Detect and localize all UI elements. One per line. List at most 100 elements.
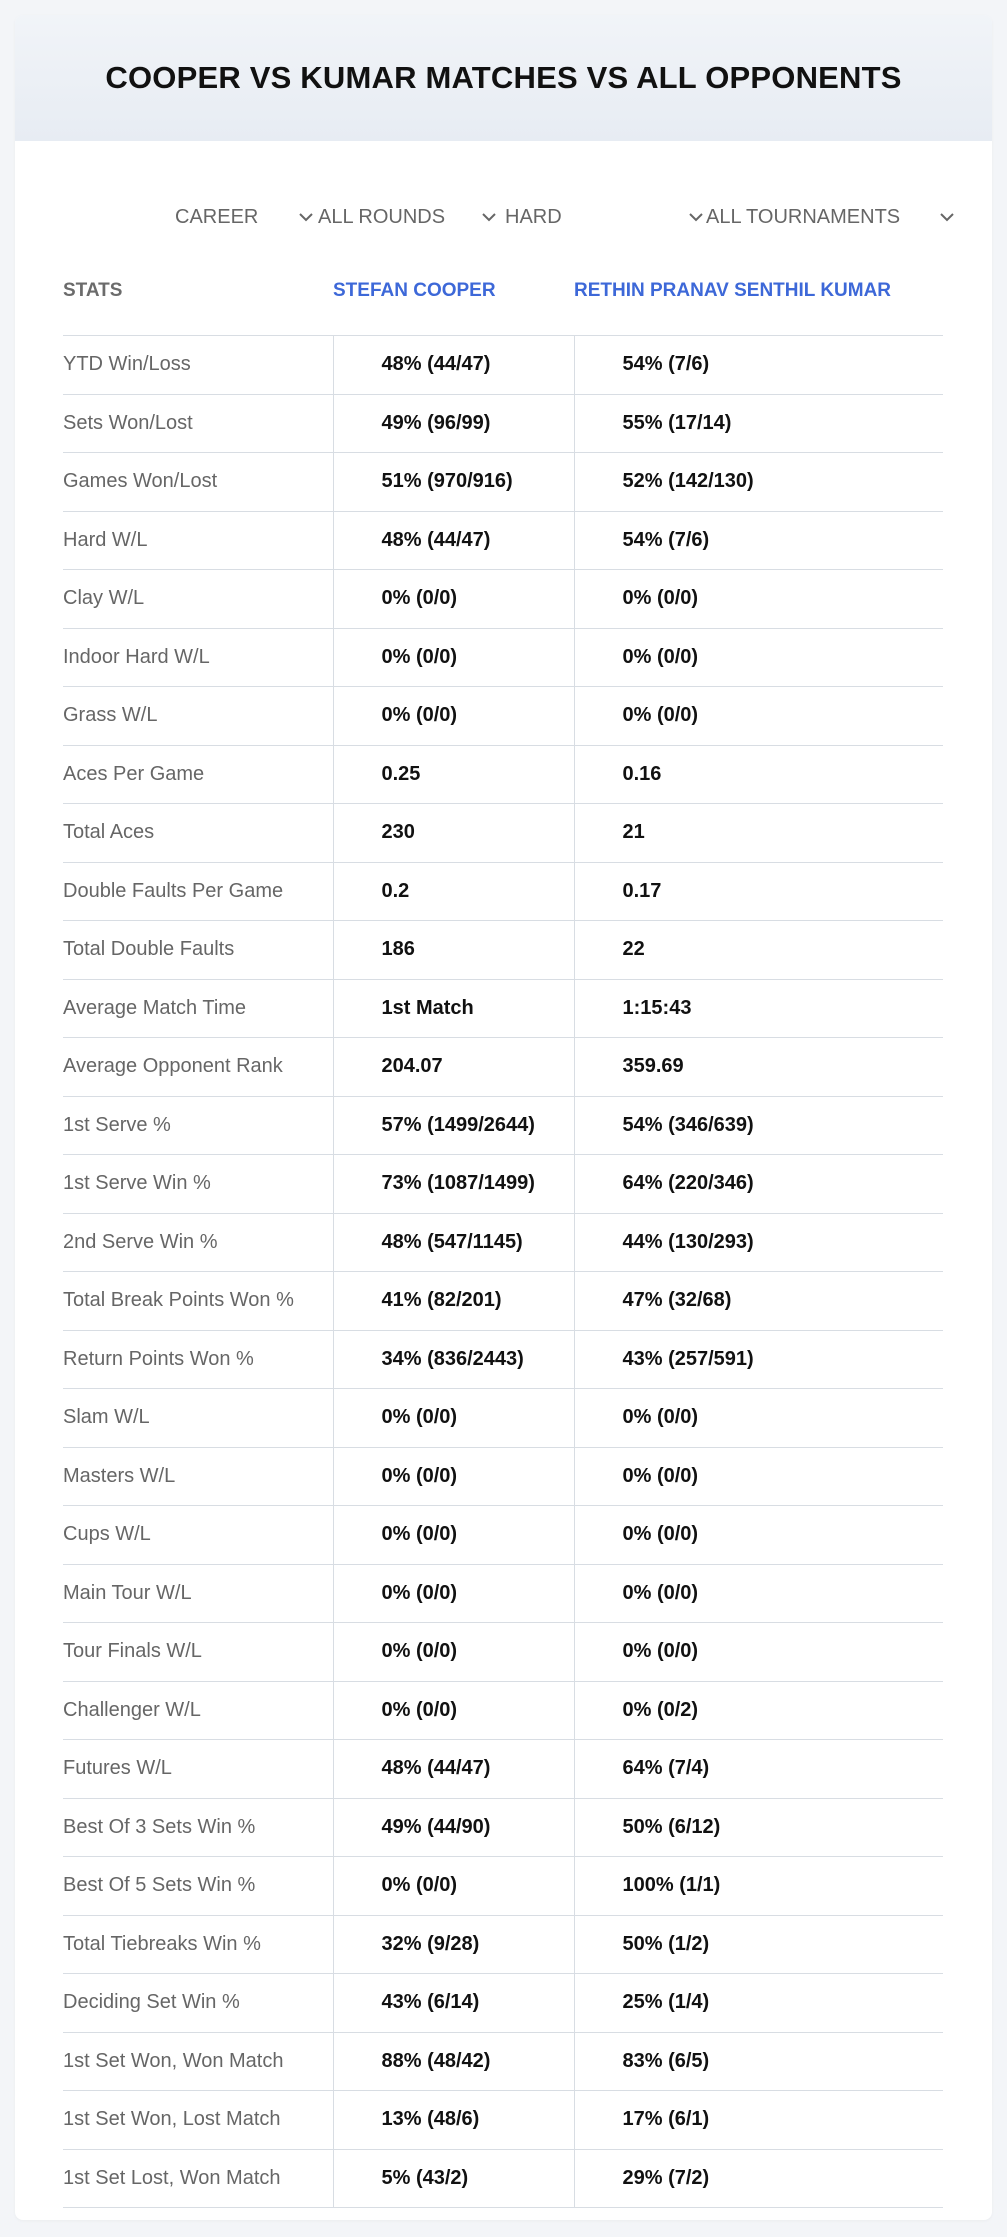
player1-value: 48% (44/47): [332, 511, 574, 570]
player1-value: 48% (547/1145): [332, 1213, 574, 1272]
stat-label: YTD Win/Loss: [63, 335, 333, 395]
chevron-down-icon: [940, 213, 954, 222]
player2-value: 21: [573, 803, 943, 863]
player1-value: 32% (9/28): [332, 1915, 574, 1974]
stat-label: Futures W/L: [63, 1739, 333, 1799]
stat-label: Indoor Hard W/L: [63, 628, 333, 687]
stat-label: Sets Won/Lost: [63, 394, 333, 453]
player2-value: 0.17: [573, 862, 943, 921]
period-select[interactable]: CAREER: [175, 202, 315, 232]
player2-value: 52% (142/130): [573, 452, 943, 512]
player1-value: 13% (48/6): [332, 2090, 574, 2150]
stat-label: Masters W/L: [63, 1447, 333, 1506]
player1-value: 1st Match: [332, 979, 574, 1038]
player2-value: 0% (0/0): [573, 1622, 943, 1682]
stats-card: COOPER VS KUMAR MATCHES VS ALL OPPONENTS…: [15, 15, 992, 2220]
player1-value: 0% (0/0): [332, 569, 574, 629]
stat-label: Best Of 5 Sets Win %: [63, 1856, 333, 1916]
player2-value: 22: [573, 920, 943, 980]
player2-value: 0% (0/0): [573, 628, 943, 687]
player2-value: 83% (6/5): [573, 2032, 943, 2091]
table-row: Average Opponent Rank 204.07 359.69: [63, 1037, 943, 1097]
player1-value: 49% (44/90): [332, 1798, 574, 1857]
table-row: Tour Finals W/L 0% (0/0) 0% (0/0): [63, 1622, 943, 1682]
stat-label: Aces Per Game: [63, 745, 333, 804]
player2-value: 0% (0/0): [573, 1447, 943, 1506]
player2-value: 0.16: [573, 745, 943, 804]
table-row: 1st Serve % 57% (1499/2644) 54% (346/639): [63, 1096, 943, 1155]
tournaments-select-label: ALL TOURNAMENTS: [706, 205, 901, 228]
player2-value: 0% (0/2): [573, 1681, 943, 1740]
player1-value: 0% (0/0): [332, 1622, 574, 1682]
player1-value: 88% (48/42): [332, 2032, 574, 2091]
surface-select[interactable]: HARD: [505, 202, 705, 232]
table-row: YTD Win/Loss 48% (44/47) 54% (7/6): [63, 335, 943, 395]
player2-value: 0% (0/0): [573, 1505, 943, 1565]
table-row: Challenger W/L 0% (0/0) 0% (0/2): [63, 1681, 943, 1740]
table-row: Futures W/L 48% (44/47) 64% (7/4): [63, 1739, 943, 1799]
table-row: Clay W/L 0% (0/0) 0% (0/0): [63, 569, 943, 629]
player1-column-header[interactable]: STEFAN COOPER: [333, 255, 574, 336]
stat-label: Average Match Time: [63, 979, 333, 1038]
player1-value: 43% (6/14): [332, 1973, 574, 2033]
stat-label: Double Faults Per Game: [63, 862, 333, 921]
chevron-down-icon: [689, 213, 703, 222]
player2-value: 0% (0/0): [573, 686, 943, 746]
period-select-label: CAREER: [175, 205, 259, 228]
table-row: Aces Per Game 0.25 0.16: [63, 745, 943, 804]
table-row: Average Match Time 1st Match 1:15:43: [63, 979, 943, 1038]
stats-table: STATS STEFAN COOPER RETHIN PRANAV SENTHI…: [63, 255, 943, 2208]
player1-value: 0% (0/0): [332, 1564, 574, 1623]
page-title: COOPER VS KUMAR MATCHES VS ALL OPPONENTS: [105, 60, 902, 95]
player1-value: 51% (970/916): [332, 452, 574, 512]
stat-label: 1st Serve %: [63, 1096, 333, 1155]
player2-value: 64% (220/346): [573, 1154, 943, 1214]
table-row: Sets Won/Lost 49% (96/99) 55% (17/14): [63, 394, 943, 453]
rounds-select[interactable]: ALL ROUNDS: [318, 202, 498, 232]
player2-value: 54% (346/639): [573, 1096, 943, 1155]
player2-value: 0% (0/0): [573, 1564, 943, 1623]
player2-value: 29% (7/2): [573, 2149, 943, 2208]
player2-column-header[interactable]: RETHIN PRANAV SENTHIL KUMAR: [574, 255, 943, 336]
player1-value: 49% (96/99): [332, 394, 574, 453]
stat-label: 1st Set Won, Won Match: [63, 2032, 333, 2091]
stat-label: Challenger W/L: [63, 1681, 333, 1740]
player2-value: 0% (0/0): [573, 1388, 943, 1448]
table-row: Best Of 3 Sets Win % 49% (44/90) 50% (6/12…: [63, 1798, 943, 1857]
player2-value: 25% (1/4): [573, 1973, 943, 2033]
stat-label: Tour Finals W/L: [63, 1622, 333, 1682]
player1-value: 0.2: [332, 862, 574, 921]
filters-bar: CAREER ALL ROUNDS HARD ALL TOURNAMENTS: [15, 190, 992, 250]
player1-value: 34% (836/2443): [332, 1330, 574, 1389]
stat-label: Best Of 3 Sets Win %: [63, 1798, 333, 1857]
stat-label: 1st Set Lost, Won Match: [63, 2149, 333, 2208]
table-row: Total Aces 230 21: [63, 803, 943, 863]
player2-value: 17% (6/1): [573, 2090, 943, 2150]
player1-value: 0% (0/0): [332, 628, 574, 687]
table-row: Masters W/L 0% (0/0) 0% (0/0): [63, 1447, 943, 1506]
player1-value: 186: [332, 920, 574, 980]
stat-label: Total Double Faults: [63, 920, 333, 980]
table-row: 2nd Serve Win % 48% (547/1145) 44% (130/29…: [63, 1213, 943, 1272]
player1-value: 0% (0/0): [332, 1681, 574, 1740]
card-header: COOPER VS KUMAR MATCHES VS ALL OPPONENTS: [15, 15, 992, 141]
stat-label: Hard W/L: [63, 511, 333, 570]
player2-value: 0% (0/0): [573, 569, 943, 629]
stat-label: Slam W/L: [63, 1388, 333, 1448]
table-row: Slam W/L 0% (0/0) 0% (0/0): [63, 1388, 943, 1448]
player2-value: 47% (32/68): [573, 1271, 943, 1331]
table-row: 1st Serve Win % 73% (1087/1499) 64% (220/3…: [63, 1154, 943, 1214]
stat-label: Total Aces: [63, 803, 333, 863]
stat-label: Clay W/L: [63, 569, 333, 629]
table-row: Indoor Hard W/L 0% (0/0) 0% (0/0): [63, 628, 943, 687]
player1-value: 0% (0/0): [332, 1505, 574, 1565]
table-row: Grass W/L 0% (0/0) 0% (0/0): [63, 686, 943, 746]
stat-label: Games Won/Lost: [63, 452, 333, 512]
tournaments-select[interactable]: ALL TOURNAMENTS: [706, 202, 956, 232]
surface-select-label: HARD: [505, 205, 562, 228]
stat-label: Total Tiebreaks Win %: [63, 1915, 333, 1974]
player2-value: 44% (130/293): [573, 1213, 943, 1272]
stat-label: Return Points Won %: [63, 1330, 333, 1389]
player2-value: 64% (7/4): [573, 1739, 943, 1799]
rounds-select-label: ALL ROUNDS: [318, 205, 446, 228]
